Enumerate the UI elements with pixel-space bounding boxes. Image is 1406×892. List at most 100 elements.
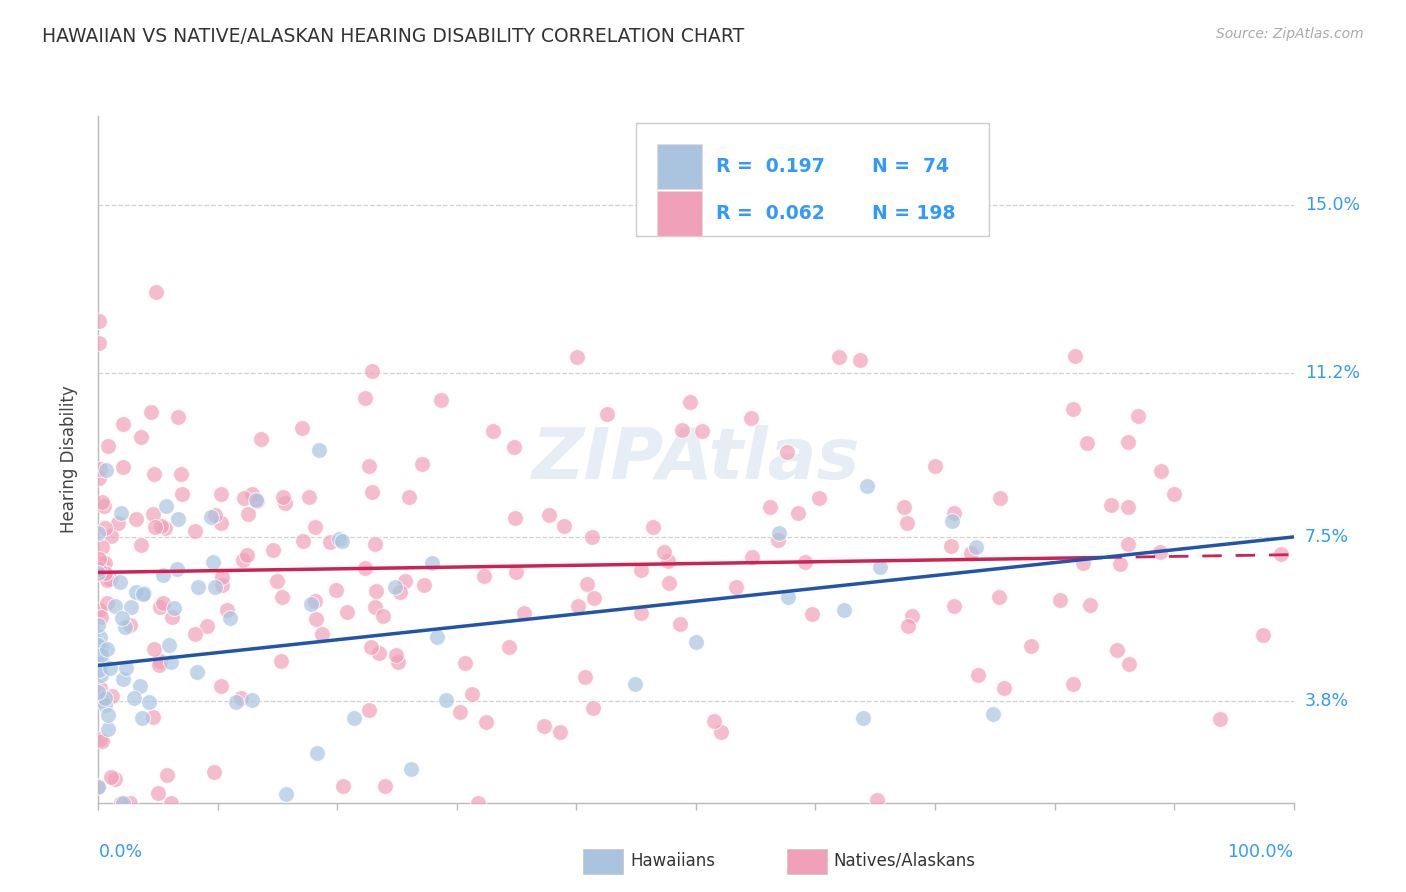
- Point: [94, 556, 117, 570]
- Point: [209, 679, 232, 693]
- Point: [115, 661, 138, 675]
- Point: [474, 714, 496, 729]
- Point: [787, 506, 810, 520]
- Point: [87, 663, 110, 677]
- Point: [145, 285, 167, 300]
- Point: [202, 555, 225, 569]
- Point: [274, 496, 297, 510]
- Point: [1107, 642, 1129, 657]
- Point: [87, 471, 110, 485]
- FancyBboxPatch shape: [657, 145, 702, 189]
- Point: [236, 548, 259, 562]
- Point: [385, 648, 408, 662]
- Point: [832, 602, 855, 616]
- Point: [361, 484, 384, 499]
- Point: [988, 591, 1011, 605]
- Point: [100, 770, 122, 784]
- Point: [741, 549, 763, 564]
- Point: [186, 665, 208, 679]
- Point: [567, 599, 589, 614]
- Point: [924, 459, 946, 474]
- Point: [108, 574, 131, 589]
- Point: [143, 641, 166, 656]
- Point: [142, 508, 165, 522]
- Point: [388, 585, 411, 599]
- Point: [111, 796, 134, 810]
- Point: [1118, 657, 1140, 671]
- Point: [778, 590, 800, 604]
- Point: [94, 698, 117, 712]
- Point: [112, 673, 135, 687]
- Point: [896, 516, 918, 531]
- Point: [800, 607, 823, 621]
- Point: [630, 606, 652, 620]
- Point: [89, 731, 111, 746]
- Point: [162, 610, 184, 624]
- Point: [122, 691, 145, 706]
- Point: [148, 657, 170, 672]
- Point: [1150, 464, 1173, 478]
- Point: [87, 780, 110, 794]
- Point: [776, 444, 799, 458]
- Point: [740, 410, 762, 425]
- Point: [98, 572, 121, 586]
- Point: [852, 710, 875, 724]
- Point: [357, 459, 380, 474]
- Point: [87, 526, 110, 541]
- Point: [513, 607, 536, 621]
- Point: [849, 352, 872, 367]
- Point: [132, 586, 155, 600]
- Point: [1049, 592, 1071, 607]
- Text: N = 198: N = 198: [872, 204, 955, 223]
- Point: [128, 679, 150, 693]
- Point: [93, 499, 115, 513]
- Point: [87, 779, 110, 793]
- Point: [657, 554, 679, 568]
- Point: [364, 583, 387, 598]
- Point: [304, 520, 326, 534]
- Point: [766, 533, 789, 547]
- Text: Natives/Alaskans: Natives/Alaskans: [834, 852, 976, 870]
- Point: [114, 620, 136, 634]
- Point: [143, 467, 166, 481]
- Point: [654, 545, 676, 559]
- Point: [1126, 409, 1149, 423]
- Point: [152, 597, 174, 611]
- Point: [669, 616, 692, 631]
- Point: [311, 627, 333, 641]
- Point: [768, 526, 790, 541]
- Point: [90, 693, 112, 707]
- Point: [104, 772, 127, 787]
- Point: [596, 407, 619, 421]
- Point: [166, 562, 188, 576]
- Point: [96, 642, 118, 657]
- Point: [183, 627, 205, 641]
- Point: [149, 600, 172, 615]
- Point: [90, 640, 112, 654]
- Point: [1099, 498, 1122, 512]
- Point: [200, 509, 222, 524]
- Point: [141, 405, 163, 419]
- Point: [467, 796, 489, 810]
- Point: [671, 423, 693, 437]
- Point: [155, 500, 177, 514]
- Point: [125, 585, 148, 599]
- Point: [94, 521, 117, 535]
- Point: [304, 594, 326, 608]
- Point: [710, 725, 733, 739]
- Point: [897, 619, 920, 633]
- Point: [399, 762, 422, 776]
- Point: [209, 487, 232, 501]
- Point: [807, 491, 830, 505]
- Point: [87, 603, 110, 617]
- Point: [202, 765, 225, 780]
- Point: [90, 648, 112, 663]
- Point: [703, 714, 725, 728]
- Text: 7.5%: 7.5%: [1305, 528, 1348, 546]
- Point: [855, 479, 877, 493]
- Point: [1062, 402, 1084, 417]
- Point: [967, 667, 990, 681]
- Point: [505, 566, 527, 580]
- Point: [319, 535, 342, 549]
- Point: [94, 691, 117, 706]
